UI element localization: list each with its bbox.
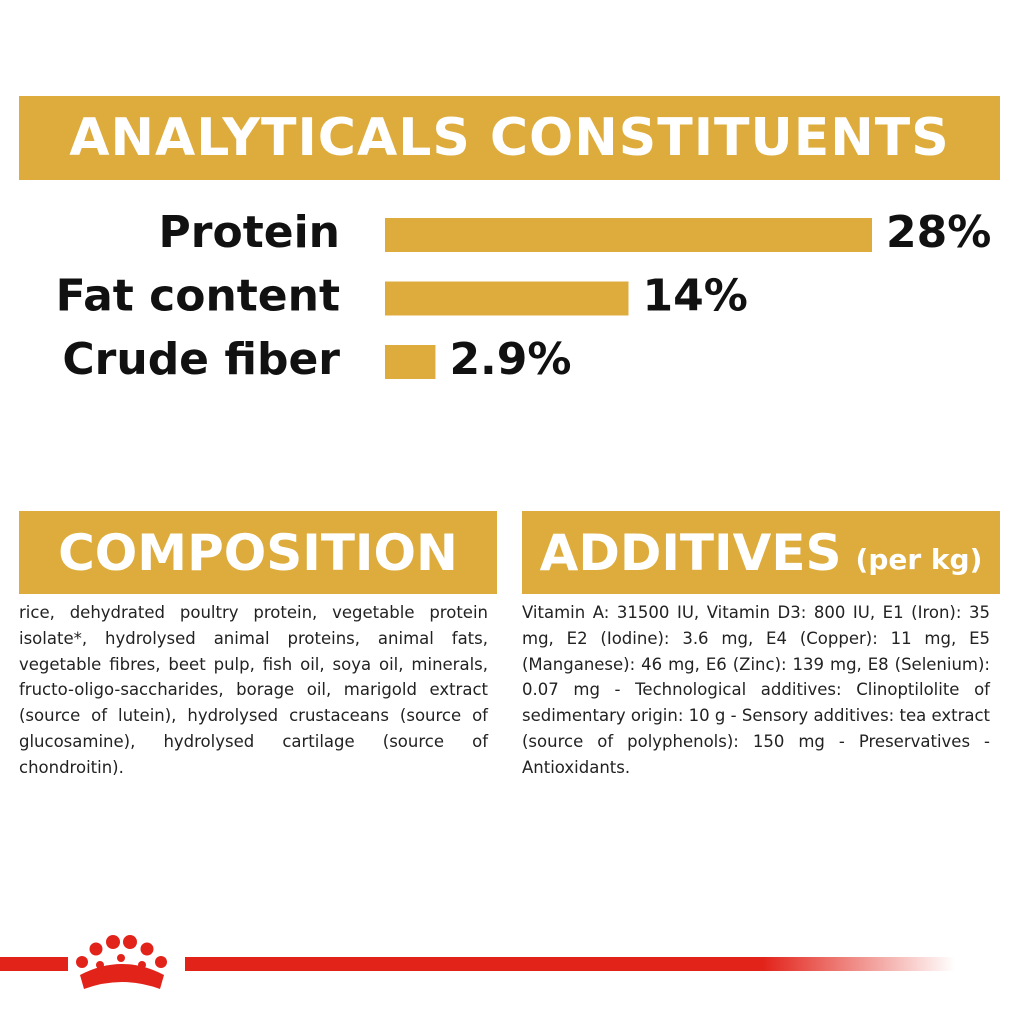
bar xyxy=(385,218,872,252)
additives-text: Vitamin A: 31500 IU, Vitamin D3: 800 IU,… xyxy=(522,603,990,777)
composition-banner: COMPOSITION xyxy=(19,511,497,594)
bar xyxy=(385,281,629,316)
value-label: 14% xyxy=(643,271,748,322)
category-label: Protein xyxy=(159,207,340,258)
category-label: Crude fiber xyxy=(62,334,340,385)
footer-line xyxy=(0,957,68,971)
additives-banner: ADDITIVES (per kg) xyxy=(522,511,1000,594)
category-label: Fat content xyxy=(56,271,340,322)
additives-subtitle: (per kg) xyxy=(855,543,983,576)
footer xyxy=(0,935,955,989)
value-label: 28% xyxy=(886,207,991,258)
bar xyxy=(385,345,436,379)
additives-title: ADDITIVES xyxy=(539,523,842,582)
value-label: 2.9% xyxy=(449,334,571,385)
chart: Protein 28% Fat content 14% Crude fiber 2.9% xyxy=(56,207,992,385)
footer-line xyxy=(185,957,955,971)
crown-logo xyxy=(76,935,167,989)
title-banner: ANALYTICALS CONSTITUENTS xyxy=(19,96,1000,180)
chart-title: ANALYTICALS CONSTITUENTS xyxy=(69,108,950,168)
composition-title: COMPOSITION xyxy=(58,523,458,582)
composition-text: rice, dehydrated poultry protein, vegeta… xyxy=(19,603,488,777)
